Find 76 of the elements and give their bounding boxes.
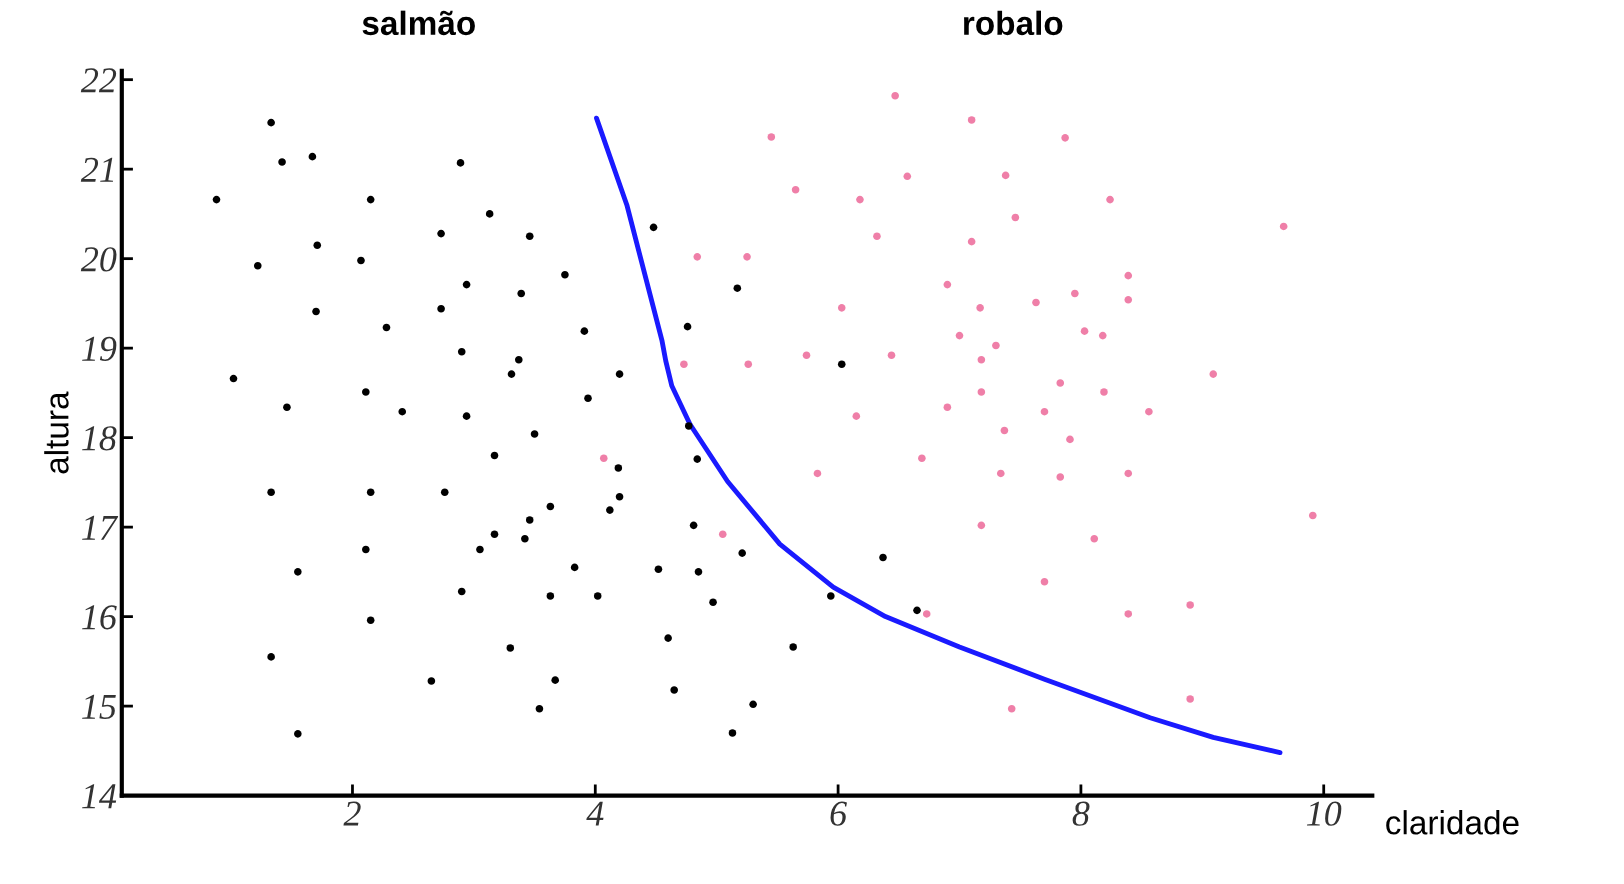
point — [873, 232, 881, 241]
point — [891, 91, 899, 100]
point — [1145, 407, 1153, 416]
point — [802, 351, 811, 360]
point — [693, 253, 702, 261]
point — [767, 133, 776, 141]
point — [1011, 213, 1020, 222]
point — [943, 280, 952, 289]
point — [922, 610, 931, 618]
text: salmão — [362, 10, 475, 36]
point — [1186, 695, 1194, 703]
y-tick-label: 18 — [82, 426, 117, 451]
y-axis-title: altura — [44, 391, 69, 474]
text: robalo — [964, 10, 1063, 36]
point — [967, 116, 976, 124]
point — [1001, 171, 1010, 180]
point — [976, 304, 984, 312]
point — [977, 388, 986, 396]
x-tick-label: 8 — [1072, 801, 1090, 826]
point — [1279, 222, 1288, 231]
point — [1080, 327, 1089, 335]
point — [996, 469, 1005, 478]
point — [1124, 469, 1133, 478]
y-tick-label: 21 — [80, 157, 114, 182]
point — [837, 304, 846, 312]
point — [887, 351, 896, 360]
point — [1007, 704, 1016, 713]
point — [1032, 298, 1040, 307]
point — [967, 237, 976, 246]
point — [1040, 407, 1049, 416]
point — [718, 530, 727, 539]
point — [1106, 195, 1114, 204]
point — [743, 253, 751, 261]
point — [1308, 511, 1317, 520]
point — [1124, 271, 1133, 280]
point — [1090, 534, 1099, 543]
x-tick-label: 6 — [830, 801, 847, 826]
point — [680, 360, 688, 369]
x-tick-label: 4 — [586, 801, 604, 826]
point — [943, 403, 952, 412]
point — [1000, 426, 1009, 435]
x-tick-label: 2 — [343, 801, 361, 826]
point — [791, 185, 800, 194]
x-tick-label: 10 — [1306, 801, 1342, 826]
point — [1061, 134, 1069, 142]
point — [856, 195, 864, 204]
point — [1056, 473, 1065, 481]
y-tick-label: 20 — [80, 247, 117, 272]
y-tick-label: 15 — [82, 694, 116, 719]
point — [1209, 370, 1218, 378]
y-tick-label: 17 — [82, 515, 119, 540]
point — [1124, 610, 1133, 618]
point — [1124, 296, 1133, 304]
point — [813, 469, 822, 478]
point — [1098, 331, 1107, 340]
point — [918, 454, 926, 463]
point — [1071, 289, 1079, 298]
point — [1040, 577, 1049, 586]
point — [955, 331, 964, 340]
point — [903, 172, 912, 181]
point — [1100, 388, 1108, 396]
point — [744, 360, 753, 369]
point — [1056, 379, 1065, 387]
point — [1066, 435, 1074, 444]
point — [1186, 601, 1194, 609]
point — [977, 355, 986, 364]
y-tick-label: 16 — [82, 605, 117, 630]
y-tick-label: 22 — [80, 68, 117, 93]
line-series — [594, 115, 1283, 756]
y-tick-label: 19 — [82, 336, 117, 362]
point — [977, 521, 986, 530]
point — [992, 341, 1000, 350]
y-tick-label: 14 — [82, 784, 117, 809]
point — [599, 454, 608, 463]
x-axis-title: claridade — [1386, 810, 1519, 835]
point — [852, 412, 861, 420]
